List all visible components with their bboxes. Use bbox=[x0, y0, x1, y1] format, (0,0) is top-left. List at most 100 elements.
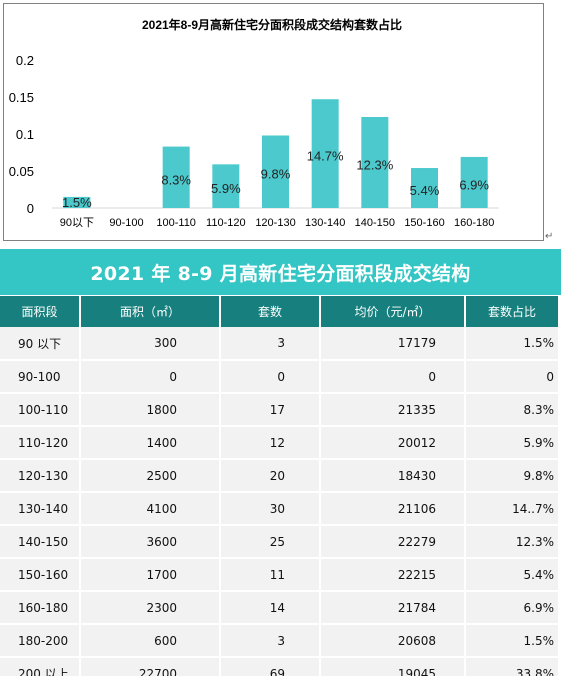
table-cell: 20012 bbox=[320, 426, 466, 460]
table-cell: 3 bbox=[220, 327, 321, 361]
table-header-row: 面积段 面积（㎡） 套数 均价（元/㎡） 套数占比 bbox=[0, 296, 560, 327]
column-header: 套数占比 bbox=[465, 296, 560, 327]
paragraph-mark: ↵ bbox=[545, 231, 554, 242]
table-row: 100-110 1800 17 21335 8.3% bbox=[0, 393, 560, 427]
data-table: 面积段 面积（㎡） 套数 均价（元/㎡） 套数占比 90 以下 300 3 17179 1.5%… bbox=[0, 296, 560, 676]
table-cell: 2500 bbox=[80, 459, 221, 493]
table-cell: 14..7% bbox=[465, 492, 560, 526]
data-label: 9.8% bbox=[261, 167, 291, 182]
table-cell: 17179 bbox=[320, 327, 466, 361]
table-row: 200 以上 22700 69 19045 33.8% bbox=[0, 657, 560, 676]
table-cell: 600 bbox=[80, 624, 221, 658]
table-cell: 300 bbox=[80, 327, 221, 361]
y-tick-label: 0 bbox=[27, 201, 34, 216]
table-row: 150-160 1700 11 22215 5.4% bbox=[0, 558, 560, 592]
table-cell: 180-200 bbox=[0, 624, 81, 658]
table-cell: 11 bbox=[220, 558, 321, 592]
y-tick-label: 0.2 bbox=[16, 53, 34, 68]
table-cell: 110-120 bbox=[0, 426, 81, 460]
table-row: 90-100 0 0 0 0 bbox=[0, 360, 560, 394]
table-cell: 14 bbox=[220, 591, 321, 625]
bar bbox=[162, 146, 190, 208]
table-cell: 100-110 bbox=[0, 393, 81, 427]
bar bbox=[262, 135, 289, 208]
table-cell: 150-160 bbox=[0, 558, 81, 592]
data-label: 6.9% bbox=[459, 177, 489, 192]
table-cell: 8.3% bbox=[465, 393, 560, 427]
table-cell: 4100 bbox=[80, 492, 221, 526]
table-cell: 130-140 bbox=[0, 492, 81, 526]
table-row: 160-180 2300 14 21784 6.9% bbox=[0, 591, 560, 625]
table-cell: 200 以上 bbox=[0, 657, 81, 676]
y-tick-label: 0.15 bbox=[9, 90, 34, 105]
table-row: 90 以下 300 3 17179 1.5% bbox=[0, 327, 560, 361]
table-row: 180-200 600 3 20608 1.5% bbox=[0, 624, 560, 658]
bar bbox=[361, 116, 389, 208]
table-cell: 17 bbox=[220, 393, 321, 427]
table-row: 110-120 1400 12 20012 5.9% bbox=[0, 426, 560, 460]
table-cell: 9.8% bbox=[465, 459, 560, 493]
table-cell: 120-130 bbox=[0, 459, 81, 493]
bar-chart: 2021年8-9月高新住宅分面积段成交结构套数占比 0 0.05 0.1 0.15 0.… bbox=[9, 17, 499, 229]
data-label: 5.9% bbox=[211, 181, 241, 196]
table-cell: 18430 bbox=[320, 459, 466, 493]
x-tick-label: 150-160 bbox=[404, 217, 444, 229]
column-header: 面积（㎡） bbox=[80, 296, 221, 327]
data-label: 14.7% bbox=[307, 149, 344, 164]
x-tick-label: 100-110 bbox=[156, 217, 196, 229]
table-cell: 1800 bbox=[80, 393, 221, 427]
table-cell: 0 bbox=[220, 360, 321, 394]
table-cell: 160-180 bbox=[0, 591, 81, 625]
table-cell: 22215 bbox=[320, 558, 466, 592]
table-cell: 21335 bbox=[320, 393, 466, 427]
bar bbox=[63, 196, 91, 208]
table-cell: 19045 bbox=[320, 657, 466, 676]
x-tick-label: 140-150 bbox=[355, 217, 395, 229]
table-cell: 140-150 bbox=[0, 525, 81, 559]
x-tick-label: 120-130 bbox=[255, 217, 295, 229]
y-tick-label: 0.1 bbox=[16, 127, 34, 142]
table-cell: 1.5% bbox=[465, 624, 560, 658]
column-header: 均价（元/㎡） bbox=[320, 296, 466, 327]
x-tick-label: 90以下 bbox=[60, 217, 94, 229]
table-cell: 90-100 bbox=[0, 360, 81, 394]
table-row: 130-140 4100 30 21106 14..7% bbox=[0, 492, 560, 526]
x-tick-label: 130-140 bbox=[305, 217, 345, 229]
table-row: 120-130 2500 20 18430 9.8% bbox=[0, 459, 560, 493]
table-cell: 1700 bbox=[80, 558, 221, 592]
table-cell: 6.9% bbox=[465, 591, 560, 625]
table-cell: 22279 bbox=[320, 525, 466, 559]
chart-container: 2021年8-9月高新住宅分面积段成交结构套数占比 0 0.05 0.1 0.15 0.… bbox=[3, 3, 544, 241]
table-cell: 90 以下 bbox=[0, 327, 81, 361]
table-cell: 20 bbox=[220, 459, 321, 493]
table-cell: 3 bbox=[220, 624, 321, 658]
data-label: 12.3% bbox=[356, 157, 393, 172]
table-cell: 22700 bbox=[80, 657, 221, 676]
table-cell: 1400 bbox=[80, 426, 221, 460]
table-cell: 20608 bbox=[320, 624, 466, 658]
table-cell: 2300 bbox=[80, 591, 221, 625]
bar bbox=[460, 156, 488, 208]
y-tick-label: 0.05 bbox=[9, 164, 34, 179]
x-tick-label: 110-120 bbox=[206, 217, 246, 229]
data-label: 8.3% bbox=[161, 172, 191, 187]
table-cell: 25 bbox=[220, 525, 321, 559]
table-cell: 30 bbox=[220, 492, 321, 526]
data-label: 1.5% bbox=[62, 195, 92, 210]
x-tick-label: 90-100 bbox=[109, 217, 143, 229]
column-header: 面积段 bbox=[0, 296, 81, 327]
table-banner-title: 2021 年 8-9 月高新住宅分面积段成交结构 bbox=[0, 249, 561, 295]
table-cell: 12.3% bbox=[465, 525, 560, 559]
table-cell: 21106 bbox=[320, 492, 466, 526]
data-label: 5.4% bbox=[410, 183, 440, 198]
table-cell: 12 bbox=[220, 426, 321, 460]
x-tick-label: 160-180 bbox=[454, 217, 494, 229]
table-cell: 5.4% bbox=[465, 558, 560, 592]
table-row: 140-150 3600 25 22279 12.3% bbox=[0, 525, 560, 559]
table-cell: 21784 bbox=[320, 591, 466, 625]
table-cell: 5.9% bbox=[465, 426, 560, 460]
table-cell: 0 bbox=[465, 360, 560, 394]
column-header: 套数 bbox=[220, 296, 321, 327]
chart-title: 2021年8-9月高新住宅分面积段成交结构套数占比 bbox=[142, 17, 402, 32]
table-cell: 69 bbox=[220, 657, 321, 676]
